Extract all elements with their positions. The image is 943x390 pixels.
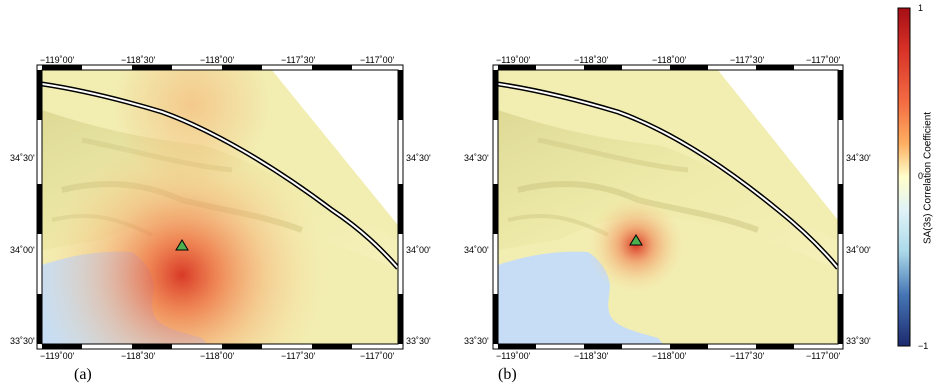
map-b-svg (497, 70, 840, 344)
lon-tick-top: −117˚30' (730, 55, 765, 65)
lon-tick-bottom: −117˚00' (360, 351, 395, 361)
lat-tick-left: 34˚00' (10, 245, 35, 255)
lat-tick-left: 33˚30' (464, 336, 489, 346)
panel-label-a: (a) (74, 366, 92, 383)
lon-tick-top: −118˚30' (574, 55, 609, 65)
colorbar (897, 7, 911, 347)
lon-tick-top: −118˚00' (652, 55, 687, 65)
lat-tick-right: 34˚30' (846, 153, 871, 163)
lon-tick-bottom: −117˚30' (281, 351, 316, 361)
map-frame-a (36, 64, 404, 350)
lat-tick-right: 34˚00' (406, 245, 431, 255)
colorbar-title: SA(3s) Correlation Coefficient (922, 111, 934, 245)
lon-tick-top: −117˚00' (360, 55, 395, 65)
lat-tick-right: 34˚30' (406, 153, 431, 163)
map-a-svg (41, 70, 400, 344)
panel-label-b: (b) (498, 366, 517, 383)
lat-tick-left: 34˚00' (464, 245, 489, 255)
station-triangle-marker (629, 234, 643, 246)
lon-tick-top: −118˚30' (121, 55, 156, 65)
lon-tick-top: −117˚30' (281, 55, 316, 65)
lat-tick-right: 33˚30' (406, 336, 431, 346)
lon-tick-bottom: −119˚00' (40, 351, 75, 361)
map-panel-b (497, 70, 840, 344)
map-frame-b (492, 64, 844, 350)
colorbar-tick: 0 (918, 171, 924, 181)
lon-tick-bottom: −117˚00' (806, 351, 841, 361)
lon-tick-bottom: −118˚30' (121, 351, 156, 361)
colorbar-tick: 1 (918, 3, 924, 13)
map-panel-a (41, 70, 400, 344)
lat-tick-right: 34˚00' (846, 245, 871, 255)
lat-tick-left: 34˚30' (10, 153, 35, 163)
lon-tick-bottom: −118˚30' (574, 351, 609, 361)
station-triangle-marker (175, 239, 189, 251)
lon-tick-top: −119˚00' (496, 55, 531, 65)
lon-tick-bottom: −118˚00' (200, 351, 235, 361)
lon-tick-bottom: −117˚30' (730, 351, 765, 361)
lat-tick-right: 33˚30' (846, 336, 871, 346)
lat-tick-left: 33˚30' (10, 336, 35, 346)
lon-tick-top: −117˚00' (806, 55, 841, 65)
lon-tick-bottom: −118˚00' (652, 351, 687, 361)
lon-tick-top: −118˚00' (200, 55, 235, 65)
lon-tick-top: −119˚00' (40, 55, 75, 65)
colorbar-tick: −1 (918, 341, 929, 351)
lon-tick-bottom: −119˚00' (496, 351, 531, 361)
lat-tick-left: 34˚30' (464, 153, 489, 163)
